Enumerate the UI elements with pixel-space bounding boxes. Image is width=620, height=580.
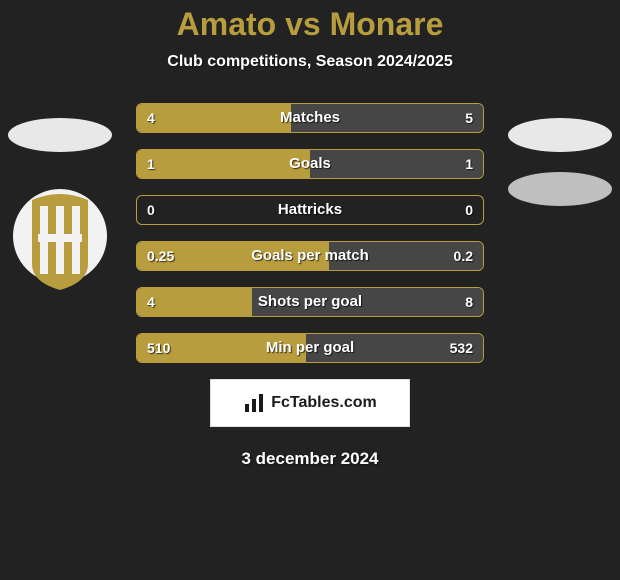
stat-right-value: 0.2: [454, 242, 473, 270]
page-subtitle: Club competitions, Season 2024/2025: [0, 53, 620, 71]
stat-row: 0.25Goals per match0.2: [136, 241, 484, 271]
stat-label: Min per goal: [137, 334, 483, 362]
stat-right-value: 8: [465, 288, 473, 316]
stats-comparison: 4Matches51Goals10Hattricks00.25Goals per…: [136, 103, 484, 363]
stat-label: Goals per match: [137, 242, 483, 270]
page-title: Amato vs Monare: [0, 6, 620, 43]
site-label: FcTables.com: [271, 394, 377, 412]
stat-label: Shots per goal: [137, 288, 483, 316]
stat-row: 1Goals1: [136, 149, 484, 179]
player-right-club-photo: [508, 172, 612, 206]
stat-row: 510Min per goal532: [136, 333, 484, 363]
stat-label: Matches: [137, 104, 483, 132]
stat-label: Hattricks: [137, 196, 483, 224]
site-badge[interactable]: FcTables.com: [210, 379, 410, 427]
stat-right-value: 1: [465, 150, 473, 178]
stat-row: 0Hattricks0: [136, 195, 484, 225]
player-right-photo: [508, 118, 612, 152]
date-label: 3 december 2024: [0, 449, 620, 469]
stat-row: 4Matches5: [136, 103, 484, 133]
stat-right-value: 5: [465, 104, 473, 132]
player-left-photo: [8, 118, 112, 152]
stat-right-value: 0: [465, 196, 473, 224]
chart-icon: [243, 392, 265, 414]
stat-right-value: 532: [450, 334, 473, 362]
stat-label: Goals: [137, 150, 483, 178]
player-left-club-badge: [12, 178, 108, 294]
stat-row: 4Shots per goal8: [136, 287, 484, 317]
